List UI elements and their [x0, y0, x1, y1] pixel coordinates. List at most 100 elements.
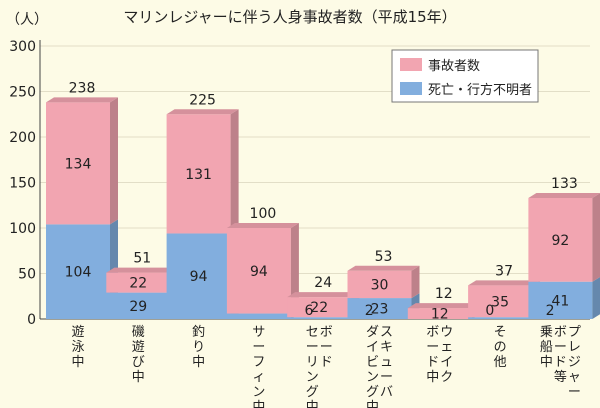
bar-accidents-side	[290, 223, 299, 314]
data-label-accidents: 22	[310, 300, 328, 316]
x-tick-label-line: セーリング中	[306, 325, 319, 408]
bar-accidents-side	[411, 265, 420, 299]
data-label-deaths: 94	[190, 269, 208, 285]
x-tick-label: 遊泳中	[71, 325, 84, 370]
bar-accidents-front	[226, 228, 291, 314]
y-tick-label: 250	[9, 85, 36, 101]
bar-accidents-front	[407, 308, 472, 319]
x-tick-label: 磯遊び中	[132, 325, 145, 385]
x-tick-label-line: プレジャー	[568, 325, 581, 400]
bar-deaths-front	[528, 281, 593, 319]
bar-top	[528, 192, 600, 198]
legend-label: 事故者数	[428, 59, 480, 74]
x-tick-label-line: 磯遊び中	[132, 325, 145, 385]
x-tick-label-line: ウェイク	[440, 325, 453, 385]
y-tick-label: 200	[9, 130, 36, 146]
bars	[46, 97, 600, 319]
y-axis-label: （人）	[6, 12, 48, 28]
bar-accidents-front	[106, 272, 171, 293]
bar-deaths-front	[106, 292, 171, 319]
bar-accidents-front	[46, 102, 110, 225]
bar-accidents-side	[110, 97, 118, 225]
data-label-accidents: 30	[371, 277, 389, 293]
data-label-deaths: 0	[485, 303, 494, 319]
data-labels: 1041342382922519413122569410022224233053…	[65, 80, 578, 322]
legend-swatch	[400, 82, 422, 95]
data-label-total: 24	[314, 275, 332, 291]
data-label-total: 133	[551, 176, 578, 192]
x-tick-label-line: ボード等	[554, 325, 567, 385]
x-tick-label-line: 遊泳中	[71, 325, 84, 370]
data-label-deaths: 29	[129, 299, 147, 315]
bar-top	[347, 265, 420, 271]
bar-top	[407, 303, 480, 309]
x-tick-label-line: 乗船中	[540, 325, 553, 370]
data-label-accidents: 35	[491, 294, 509, 310]
data-label-accidents: 92	[551, 233, 569, 249]
data-label-accidents: 22	[129, 276, 147, 292]
data-label-total: 37	[495, 263, 513, 279]
legend-swatch	[400, 58, 422, 71]
x-tick-label: 釣り中	[192, 324, 205, 370]
y-tick-label: 300	[9, 39, 36, 55]
bar-deaths-front	[287, 317, 352, 319]
x-tick-label-line: サーフィン中	[252, 325, 265, 408]
bar-deaths-front	[347, 298, 412, 319]
x-tick-label: サーフィン中	[252, 325, 265, 408]
data-label-accidents: 134	[65, 156, 92, 172]
data-label-total: 100	[250, 206, 277, 222]
legend-label: 死亡・行方不明者	[428, 82, 532, 98]
data-label-accidents: 94	[250, 264, 268, 280]
y-tick-label: 100	[9, 221, 36, 237]
bar-accidents-front	[468, 285, 533, 318]
data-label-accidents: 131	[185, 167, 212, 183]
x-tick-label-line: ダイビング中	[366, 325, 379, 408]
data-label-total: 51	[133, 251, 151, 267]
bar-deaths-front	[166, 233, 231, 319]
data-label-deaths: 104	[65, 265, 92, 281]
bar-deaths-side	[592, 276, 600, 319]
data-label-deaths: 2	[365, 303, 374, 319]
x-tick-label-line: 釣り中	[192, 324, 205, 370]
x-tick-label: その他	[494, 325, 507, 370]
bar-top	[226, 223, 299, 228]
bar-deaths-front	[46, 224, 110, 319]
bar-top	[106, 267, 179, 273]
bar-top	[287, 292, 360, 298]
bar-accidents-front	[287, 297, 352, 318]
x-tick-label-line: ボード中	[426, 325, 439, 385]
data-label-deaths: 23	[371, 302, 389, 318]
y-tick-label: 50	[18, 267, 36, 283]
bar-accidents-front	[347, 270, 412, 299]
data-label-deaths: 6	[304, 303, 313, 319]
y-tick-label: 0	[27, 312, 36, 328]
data-label-deaths: 41	[551, 293, 569, 309]
bar-accidents-side	[592, 193, 600, 282]
bar-deaths-front	[468, 317, 533, 319]
bar-top	[468, 280, 541, 286]
data-label-total: 53	[375, 249, 393, 265]
bar-deaths-front	[226, 313, 291, 319]
bar-accidents-front	[166, 114, 231, 234]
data-label-total: 12	[435, 286, 453, 302]
data-label-total: 238	[69, 80, 96, 96]
bar-top	[166, 109, 239, 115]
data-label-deaths: 2	[546, 303, 555, 319]
data-label-accidents: 12	[431, 307, 449, 323]
bar-top	[46, 97, 118, 103]
chart-title: マリンレジャーに伴う人身事故者数（平成15年）	[123, 8, 456, 26]
x-tick-label-line: その他	[494, 325, 507, 370]
x-tick-label-line: スキューバ	[380, 325, 393, 400]
x-tick-label-line: ボード	[320, 325, 333, 370]
bar-accidents-side	[230, 109, 239, 234]
data-label-total: 225	[189, 92, 216, 108]
bar-accidents-front	[528, 197, 593, 282]
